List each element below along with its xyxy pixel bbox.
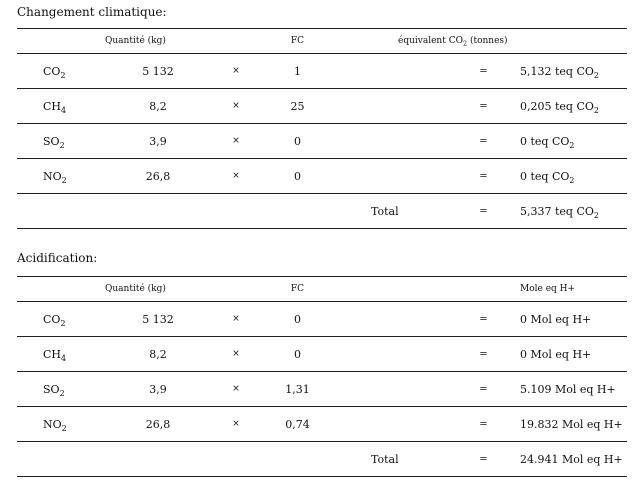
table-row: CH4 8,2 × 0 = 0 Mol eq H+ <box>17 337 627 372</box>
factor-cell: 1,31 <box>285 382 310 396</box>
times-sign: × <box>232 349 240 359</box>
quantity-cell: 8,2 <box>149 99 167 113</box>
result-cell: 5,132 teq CO2 <box>520 64 599 80</box>
table-row: CO2 5 132 × 0 = 0 Mol eq H+ <box>17 302 627 337</box>
result-cell: 0,205 teq CO2 <box>520 99 599 115</box>
equals-sign: = <box>479 348 488 360</box>
equals-sign: = <box>479 313 488 325</box>
equals-sign: = <box>479 418 488 430</box>
compound-cell: CO2 <box>43 312 66 328</box>
result-cell: 0 Mol eq H+ <box>520 312 592 326</box>
table-row: CH4 8,2 × 25 = 0,205 teq CO2 <box>17 89 628 124</box>
result-header: Mole eq H+ <box>520 284 576 294</box>
acidification-table: Quantité (kg) FC Mole eq H+ CO2 5 132 × … <box>17 276 627 477</box>
compound-cell: NO2 <box>43 417 67 433</box>
fc-header: FC <box>290 36 305 46</box>
quantity-cell: 5 132 <box>142 64 174 78</box>
compound-cell: CH4 <box>43 99 67 115</box>
qty-header: Quantité (kg) <box>105 284 166 294</box>
quantity-cell: 26,8 <box>145 417 171 431</box>
times-sign: × <box>232 66 240 76</box>
times-sign: × <box>232 419 240 429</box>
result-cell: 5.109 Mol eq H+ <box>520 382 616 396</box>
total-row: Total = 24.941 Mol eq H+ <box>17 442 627 477</box>
qty-header: Quantité (kg) <box>105 36 166 46</box>
factor-cell: 0 <box>294 134 301 148</box>
table-row: SO2 3,9 × 0 = 0 teq CO2 <box>17 124 628 159</box>
table-row: CO2 5 132 × 1 = 5,132 teq CO2 <box>17 54 628 89</box>
result-header: équivalent CO2 (tonnes) <box>398 36 508 48</box>
total-result: 24.941 Mol eq H+ <box>520 452 623 466</box>
times-sign: × <box>232 171 240 181</box>
acidification-header-row: Quantité (kg) FC Mole eq H+ <box>17 277 627 302</box>
result-cell: 19.832 Mol eq H+ <box>520 417 623 431</box>
quantity-cell: 26,8 <box>145 169 171 183</box>
factor-cell: 1 <box>294 64 301 78</box>
factor-cell: 0 <box>294 169 301 183</box>
climate-section-title: Changement climatique: <box>17 5 167 19</box>
climate-table: Quantité (kg) FC équivalent CO2 (tonnes)… <box>17 28 628 229</box>
factor-cell: 0,74 <box>285 417 310 431</box>
factor-cell: 25 <box>290 99 305 113</box>
table-row: SO2 3,9 × 1,31 = 5.109 Mol eq H+ <box>17 372 627 407</box>
equals-sign: = <box>479 100 488 112</box>
equals-sign: = <box>479 383 488 395</box>
fc-header: FC <box>290 284 305 294</box>
result-cell: 0 teq CO2 <box>520 134 575 150</box>
times-sign: × <box>232 384 240 394</box>
times-sign: × <box>232 101 240 111</box>
times-sign: × <box>232 136 240 146</box>
total-label: Total <box>371 452 399 466</box>
factor-cell: 0 <box>294 312 301 326</box>
equals-sign: = <box>479 453 488 465</box>
factor-cell: 0 <box>294 347 301 361</box>
compound-cell: CH4 <box>43 347 67 363</box>
quantity-cell: 3,9 <box>149 134 167 148</box>
table-row: NO2 26,8 × 0,74 = 19.832 Mol eq H+ <box>17 407 627 442</box>
total-result: 5,337 teq CO2 <box>520 204 599 220</box>
equals-sign: = <box>479 65 488 77</box>
acidification-section-title: Acidification: <box>17 251 98 265</box>
result-cell: 0 Mol eq H+ <box>520 347 592 361</box>
climate-header-row: Quantité (kg) FC équivalent CO2 (tonnes) <box>17 29 628 54</box>
result-cell: 0 teq CO2 <box>520 169 575 185</box>
compound-cell: CO2 <box>43 64 66 80</box>
compound-cell: SO2 <box>43 134 65 150</box>
times-sign: × <box>232 314 240 324</box>
equals-sign: = <box>479 135 488 147</box>
compound-cell: SO2 <box>43 382 65 398</box>
total-row: Total = 5,337 teq CO2 <box>17 194 628 229</box>
table-row: NO2 26,8 × 0 = 0 teq CO2 <box>17 159 628 194</box>
equals-sign: = <box>479 170 488 182</box>
quantity-cell: 5 132 <box>142 312 174 326</box>
quantity-cell: 8,2 <box>149 347 167 361</box>
equals-sign: = <box>479 205 488 217</box>
quantity-cell: 3,9 <box>149 382 167 396</box>
compound-cell: NO2 <box>43 169 67 185</box>
total-label: Total <box>371 204 399 218</box>
